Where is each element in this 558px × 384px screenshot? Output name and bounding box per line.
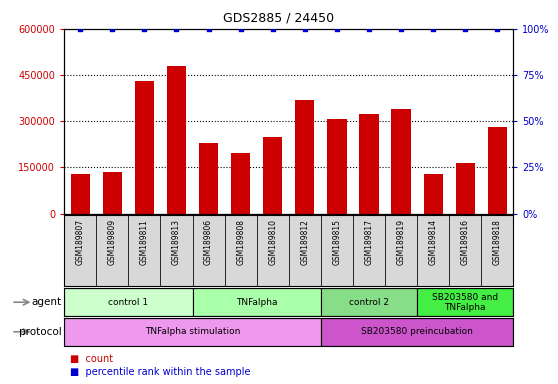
Bar bbox=[328, 119, 347, 214]
Point bbox=[268, 26, 277, 32]
Bar bbox=[481, 215, 513, 286]
Bar bbox=[64, 288, 193, 316]
Text: GSM189809: GSM189809 bbox=[108, 219, 117, 265]
Point bbox=[493, 26, 502, 32]
Text: GSM189813: GSM189813 bbox=[172, 219, 181, 265]
Bar bbox=[167, 66, 186, 214]
Text: control 2: control 2 bbox=[349, 298, 389, 307]
Text: protocol: protocol bbox=[18, 327, 61, 337]
Text: GSM189808: GSM189808 bbox=[236, 219, 245, 265]
Bar bbox=[321, 288, 417, 316]
Text: control 1: control 1 bbox=[108, 298, 148, 307]
Text: SB203580 and
TNFalpha: SB203580 and TNFalpha bbox=[432, 293, 498, 312]
Text: GSM189816: GSM189816 bbox=[461, 219, 470, 265]
Bar bbox=[257, 215, 289, 286]
Bar bbox=[321, 215, 353, 286]
Bar bbox=[417, 215, 449, 286]
Point bbox=[300, 26, 309, 32]
Bar bbox=[64, 215, 96, 286]
Point bbox=[461, 26, 470, 32]
Bar bbox=[97, 215, 128, 286]
Bar bbox=[449, 215, 481, 286]
Bar bbox=[64, 318, 321, 346]
Bar bbox=[199, 143, 218, 214]
Bar bbox=[289, 215, 321, 286]
Bar bbox=[424, 174, 443, 214]
Point bbox=[236, 26, 245, 32]
Bar bbox=[263, 137, 282, 214]
Bar bbox=[385, 215, 417, 286]
Bar bbox=[224, 215, 257, 286]
Point bbox=[333, 26, 341, 32]
Text: GSM189819: GSM189819 bbox=[397, 219, 406, 265]
Point bbox=[172, 26, 181, 32]
Bar bbox=[359, 114, 378, 214]
Bar bbox=[417, 288, 513, 316]
Point bbox=[429, 26, 437, 32]
Text: GSM189806: GSM189806 bbox=[204, 219, 213, 265]
Bar bbox=[455, 163, 475, 214]
Point bbox=[397, 26, 406, 32]
Text: agent: agent bbox=[31, 297, 61, 307]
Text: GSM189814: GSM189814 bbox=[429, 219, 437, 265]
Text: GSM189815: GSM189815 bbox=[333, 219, 341, 265]
Bar bbox=[135, 81, 154, 214]
Point bbox=[204, 26, 213, 32]
Bar bbox=[193, 215, 224, 286]
Text: SB203580 preincubation: SB203580 preincubation bbox=[361, 327, 473, 336]
Bar bbox=[488, 127, 507, 214]
Bar bbox=[231, 153, 251, 214]
Bar bbox=[128, 215, 161, 286]
Text: ■  count: ■ count bbox=[70, 354, 113, 364]
Text: GSM189817: GSM189817 bbox=[364, 219, 373, 265]
Bar bbox=[392, 109, 411, 214]
Text: TNFalpha stimulation: TNFalpha stimulation bbox=[145, 327, 240, 336]
Text: ■  percentile rank within the sample: ■ percentile rank within the sample bbox=[70, 367, 250, 377]
Bar bbox=[321, 318, 513, 346]
Point bbox=[140, 26, 149, 32]
Bar bbox=[70, 174, 90, 214]
Text: GSM189811: GSM189811 bbox=[140, 219, 149, 265]
Text: TNFalpha: TNFalpha bbox=[236, 298, 277, 307]
Point bbox=[108, 26, 117, 32]
Text: GSM189807: GSM189807 bbox=[76, 219, 85, 265]
Bar bbox=[103, 172, 122, 214]
Text: GSM189810: GSM189810 bbox=[268, 219, 277, 265]
Point bbox=[364, 26, 373, 32]
Bar bbox=[295, 100, 315, 214]
Text: GSM189818: GSM189818 bbox=[493, 219, 502, 265]
Text: GSM189812: GSM189812 bbox=[300, 219, 309, 265]
Bar bbox=[353, 215, 385, 286]
Text: GDS2885 / 24450: GDS2885 / 24450 bbox=[223, 11, 335, 24]
Bar bbox=[161, 215, 193, 286]
Bar bbox=[193, 288, 321, 316]
Point bbox=[76, 26, 85, 32]
